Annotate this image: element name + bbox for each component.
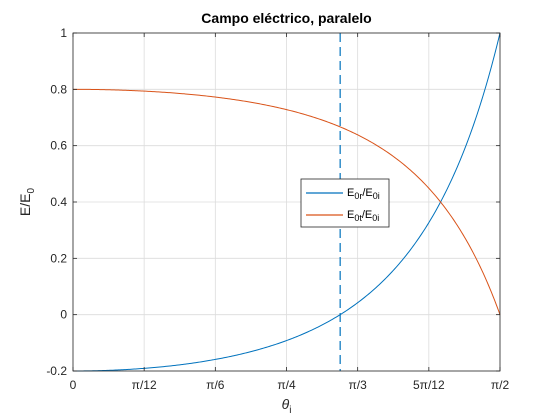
- y-tick-label: 0.2: [50, 251, 67, 265]
- legend-entry-0-sub: 0r: [354, 191, 362, 201]
- legend-box: [300, 178, 390, 228]
- x-tick-label: 0: [70, 378, 77, 392]
- y-tick-label: 0: [60, 308, 67, 322]
- ticks: 0 π/12 π/6 π/4 π/3 5π/12 π/2-0.200.20.40.60.81: [46, 26, 509, 392]
- x-axis-label-sub: i: [289, 405, 291, 416]
- legend: E0r/E0i E0t/E0i: [300, 178, 390, 228]
- y-axis-label-main: E/E: [17, 193, 33, 216]
- x-tick-label: π/12: [132, 378, 157, 392]
- legend-entry-0-sub2: 0i: [373, 191, 380, 201]
- x-tick-label: π/4: [277, 378, 296, 392]
- y-tick-label: 0.6: [50, 139, 67, 153]
- series-line-1: [73, 88, 501, 315]
- x-tick-label: π/6: [206, 378, 225, 392]
- y-tick-label: -0.2: [46, 364, 67, 378]
- y-axis-label-sub: 0: [26, 187, 37, 193]
- legend-entry-0-main: E: [347, 187, 354, 199]
- x-tick-label: 5π/12: [413, 378, 445, 392]
- legend-entry-1: E0t/E0i: [347, 209, 379, 223]
- x-tick-label: π/2: [491, 378, 510, 392]
- y-tick-label: 1: [60, 26, 67, 40]
- y-axis-label: E/E0: [17, 187, 37, 216]
- y-tick-label: 0.4: [50, 195, 67, 209]
- legend-entry-1-main: E: [347, 209, 354, 221]
- y-tick-label: 0.8: [50, 82, 67, 96]
- legend-entry-0: E0r/E0i: [347, 187, 380, 201]
- chart-title: Campo eléctrico, paralelo: [201, 10, 371, 26]
- legend-entry-1-sub: 0t: [354, 213, 362, 223]
- x-axis-label-main: θ: [282, 396, 290, 412]
- legend-entry-1-sub2: 0i: [372, 213, 379, 223]
- x-tick-label: π/3: [349, 378, 368, 392]
- legend-entry-1-rest: /E: [362, 209, 372, 221]
- x-axis-label: θi: [282, 396, 292, 416]
- legend-entry-0-rest: /E: [362, 187, 372, 199]
